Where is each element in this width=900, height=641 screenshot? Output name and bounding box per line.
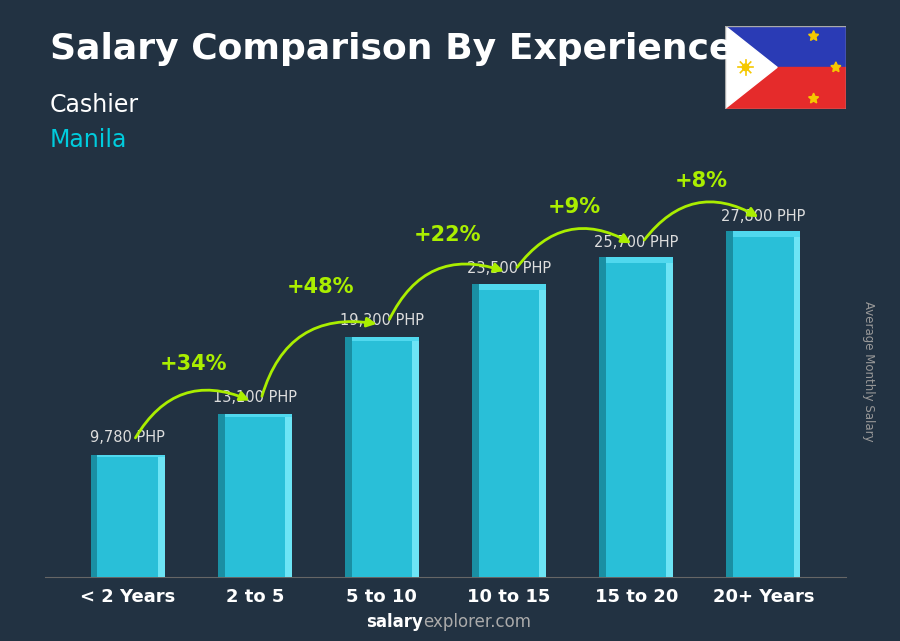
Bar — [352, 337, 419, 341]
Bar — [225, 414, 292, 577]
Text: salary: salary — [366, 613, 423, 631]
Bar — [91, 455, 97, 577]
Text: 13,100 PHP: 13,100 PHP — [212, 390, 297, 405]
Bar — [97, 455, 165, 458]
Text: +34%: +34% — [159, 354, 227, 374]
Text: 19,300 PHP: 19,300 PHP — [340, 313, 424, 328]
Circle shape — [742, 64, 749, 71]
Bar — [794, 231, 800, 577]
Bar — [606, 257, 673, 577]
Polygon shape — [831, 62, 841, 72]
Bar — [599, 257, 606, 577]
Bar — [218, 414, 225, 577]
Polygon shape — [724, 26, 846, 67]
Bar — [97, 455, 165, 577]
Bar — [479, 285, 546, 577]
Text: 9,780 PHP: 9,780 PHP — [90, 430, 165, 445]
Polygon shape — [724, 67, 846, 109]
Bar — [225, 414, 292, 417]
Bar — [345, 337, 352, 577]
Text: Salary Comparison By Experience: Salary Comparison By Experience — [50, 32, 733, 66]
Bar — [479, 285, 546, 290]
Text: +8%: +8% — [675, 171, 728, 191]
Bar — [606, 257, 673, 263]
Bar — [666, 257, 673, 577]
Bar — [352, 337, 419, 577]
Bar — [539, 285, 546, 577]
Text: 23,500 PHP: 23,500 PHP — [467, 261, 551, 276]
Text: 25,700 PHP: 25,700 PHP — [594, 235, 679, 249]
Bar — [734, 231, 800, 237]
Polygon shape — [808, 31, 819, 40]
Polygon shape — [724, 26, 777, 109]
Polygon shape — [808, 93, 819, 103]
Bar — [158, 455, 165, 577]
Text: explorer.com: explorer.com — [423, 613, 531, 631]
Bar — [472, 285, 479, 577]
Text: +9%: +9% — [548, 197, 601, 217]
Bar — [734, 231, 800, 577]
Bar — [412, 337, 418, 577]
Text: +22%: +22% — [414, 225, 482, 245]
Bar — [285, 414, 292, 577]
Text: Cashier: Cashier — [50, 93, 139, 117]
Bar — [726, 231, 734, 577]
Text: Manila: Manila — [50, 128, 127, 152]
Text: Average Monthly Salary: Average Monthly Salary — [862, 301, 875, 442]
Text: +48%: +48% — [286, 277, 354, 297]
Text: 27,800 PHP: 27,800 PHP — [721, 208, 806, 224]
